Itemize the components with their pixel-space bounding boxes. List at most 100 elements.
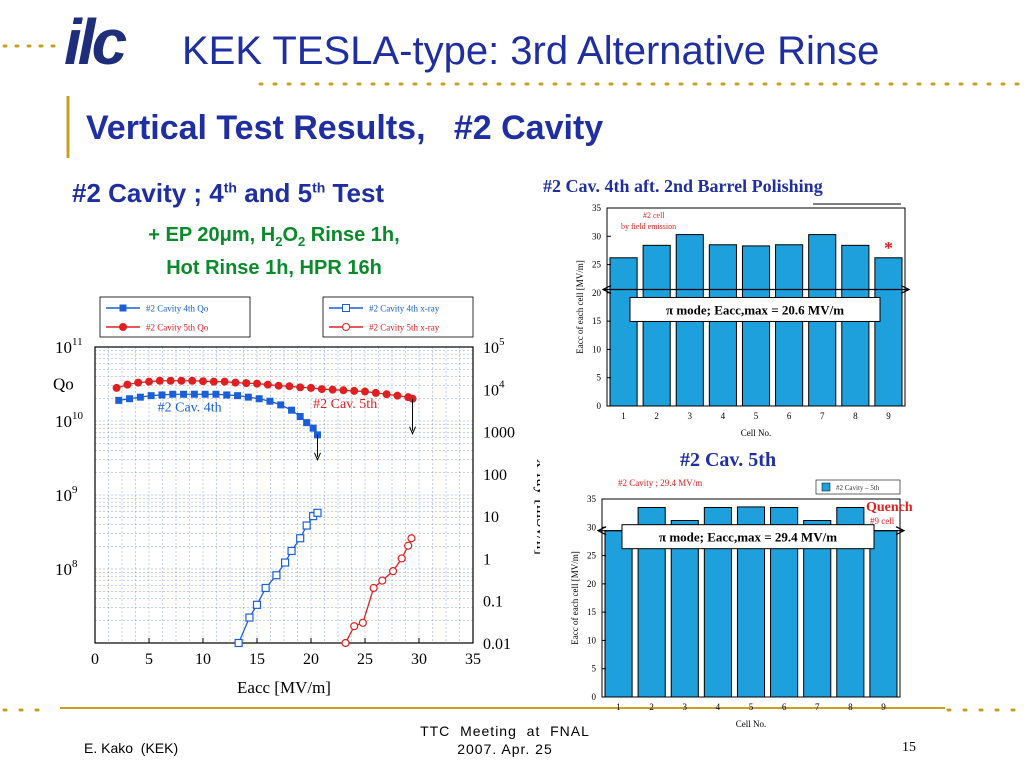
ilc-logo: ilc bbox=[64, 6, 127, 78]
data-point bbox=[255, 395, 263, 403]
data-point bbox=[369, 583, 378, 593]
data-point bbox=[393, 391, 402, 400]
slide-subtitle: Vertical Test Results, #2 Cavity bbox=[86, 109, 604, 147]
y2-tick-label: 1 bbox=[483, 551, 491, 568]
cav5-bar-chart: #2 Cav. 5th 0 5 10 15 20 25 30 35 1 2 3 4 5 6 7 8 9 Cell N… bbox=[570, 449, 913, 729]
legend-label: #2 Cavity 4th x-ray bbox=[369, 304, 440, 314]
x-tick-label: 2 bbox=[649, 702, 654, 712]
legend-marker bbox=[342, 323, 350, 331]
bar bbox=[869, 530, 898, 698]
x-tick-label: 20 bbox=[303, 651, 319, 668]
annotation-4th: #2 Cav. 4th bbox=[158, 400, 222, 415]
data-point bbox=[388, 567, 398, 576]
data-point bbox=[272, 571, 281, 580]
x-tick-label: 8 bbox=[848, 702, 853, 712]
data-point bbox=[212, 390, 220, 398]
legend-marker bbox=[821, 482, 831, 492]
data-point bbox=[188, 376, 197, 385]
data-point bbox=[136, 393, 144, 401]
legend-box bbox=[815, 479, 901, 495]
mode-arrowhead bbox=[601, 284, 612, 294]
limit-arrowhead bbox=[409, 426, 416, 435]
data-point bbox=[263, 380, 272, 389]
data-point bbox=[382, 390, 391, 399]
x-tick-label: 9 bbox=[886, 411, 891, 421]
mode-label-box bbox=[621, 524, 875, 550]
y-tick-label: 30 bbox=[587, 522, 597, 532]
data-point bbox=[234, 638, 243, 648]
data-point bbox=[371, 388, 380, 397]
legend-marker bbox=[119, 323, 127, 331]
bar bbox=[874, 257, 903, 407]
data-point bbox=[169, 390, 177, 398]
y-tick-label: 10 bbox=[587, 635, 597, 645]
x-tick-label: 4 bbox=[721, 411, 726, 421]
y-tick-label: 15 bbox=[592, 316, 602, 326]
y-tick-exponent: 8 bbox=[72, 558, 78, 570]
data-point bbox=[220, 377, 229, 386]
y-tick-label: 20 bbox=[592, 288, 602, 298]
data-point bbox=[378, 576, 387, 585]
mode-label: π mode; Eacc,max = 20.6 MV/m bbox=[666, 302, 844, 317]
mode-label: π mode; Eacc,max = 29.4 MV/m bbox=[659, 530, 837, 545]
quench-sub: #9 cell bbox=[870, 516, 895, 526]
annotation-5th: #2 Cav. 5th bbox=[313, 397, 377, 412]
legend-label: #2 Cavity 5th Qo bbox=[146, 323, 209, 333]
y-axis-label: Qo bbox=[53, 375, 74, 394]
y-tick-label: 108 bbox=[55, 558, 78, 579]
legend-label: #2 Cavity 5th x-ray bbox=[369, 323, 440, 333]
data-point bbox=[234, 392, 242, 400]
data-point bbox=[350, 622, 359, 631]
y-axis-label: Eacc of each cell [MV/m] bbox=[575, 260, 585, 353]
data-point bbox=[358, 618, 367, 627]
data-point bbox=[190, 390, 198, 398]
footer-author: E. Kako (KEK) bbox=[84, 740, 179, 756]
x-axis-label: Cell No. bbox=[741, 428, 772, 438]
data-point bbox=[201, 390, 209, 398]
x-tick-label: 5 bbox=[749, 702, 754, 712]
quench-label: Quench bbox=[866, 500, 913, 515]
x-tick-label: 35 bbox=[465, 651, 481, 668]
data-point bbox=[166, 376, 175, 385]
footer-meeting-line1: TTC Meeting at FNAL bbox=[420, 723, 590, 739]
data-point bbox=[339, 386, 348, 395]
x-tick-label: 5 bbox=[754, 411, 759, 421]
data-point bbox=[158, 391, 166, 399]
y2-tick-label: 0.1 bbox=[483, 594, 503, 611]
bar-annotation: #2 Cavity ; 29.4 MV/m bbox=[618, 478, 702, 488]
x-tick-label: 2 bbox=[654, 411, 659, 421]
bar bbox=[670, 519, 699, 698]
mode-arrowhead bbox=[895, 526, 906, 536]
star-marker: * bbox=[884, 238, 893, 258]
y-tick-label: 25 bbox=[592, 260, 602, 270]
data-point bbox=[253, 379, 261, 388]
x-tick-label: 1 bbox=[621, 411, 626, 421]
data-point bbox=[404, 541, 413, 550]
data-point bbox=[303, 419, 311, 427]
y-tick-label: 25 bbox=[587, 551, 597, 561]
process-line-2: Hot Rinse 1h, HPR 16h bbox=[166, 257, 382, 279]
data-point bbox=[147, 392, 155, 400]
data-point bbox=[407, 534, 416, 543]
bar bbox=[741, 245, 771, 407]
data-point bbox=[223, 391, 231, 399]
data-point bbox=[274, 381, 283, 390]
data-point bbox=[397, 554, 406, 563]
bar-chart-title: #2 Cav. 5th bbox=[680, 449, 776, 471]
y-tick-label: 20 bbox=[587, 579, 597, 589]
x-axis-label: Cell No. bbox=[736, 719, 767, 729]
data-point bbox=[155, 376, 164, 385]
bar-annotation: #2 cell bbox=[643, 211, 665, 220]
y-tick-exponent: 9 bbox=[72, 484, 78, 496]
x-tick-label: 5 bbox=[145, 651, 153, 668]
y-tick-label: 35 bbox=[592, 203, 602, 213]
data-point bbox=[285, 382, 294, 391]
data-point bbox=[199, 377, 207, 386]
data-point bbox=[296, 534, 305, 543]
y2-axis-label: x-ray [mSv/h] bbox=[533, 459, 540, 555]
y-tick-label: 0 bbox=[592, 692, 597, 702]
data-point bbox=[112, 383, 121, 392]
footer-meeting: TTC Meeting at FNAL 2007. Apr. 25 bbox=[390, 722, 620, 758]
y-tick-label: 10 bbox=[592, 344, 602, 354]
